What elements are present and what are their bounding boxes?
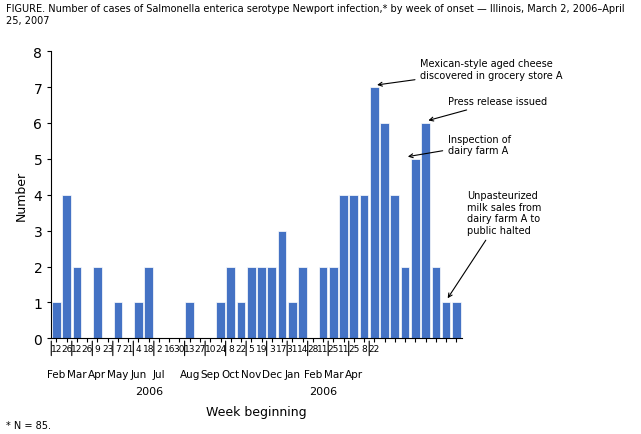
Text: FIGURE. Number of cases of Salmonella enterica serotype Newport infection,* by w: FIGURE. Number of cases of Salmonella en… (6, 4, 625, 26)
Text: Nov: Nov (241, 369, 262, 379)
Text: Feb: Feb (47, 369, 65, 379)
Bar (62, 195, 71, 339)
Bar (93, 267, 102, 339)
Bar (247, 267, 256, 339)
Text: Week beginning: Week beginning (206, 405, 306, 418)
Bar (113, 303, 122, 339)
Bar (237, 303, 246, 339)
Bar (349, 195, 358, 339)
Text: Mexican-style aged cheese
discovered in grocery store A: Mexican-style aged cheese discovered in … (378, 59, 563, 87)
Text: Jan: Jan (285, 369, 300, 379)
Text: Apr: Apr (345, 369, 363, 379)
Bar (288, 303, 297, 339)
Bar (390, 195, 399, 339)
Bar (339, 195, 348, 339)
Bar (52, 303, 61, 339)
Bar (411, 160, 420, 339)
Y-axis label: Number: Number (15, 170, 28, 220)
Text: Aug: Aug (179, 369, 200, 379)
Text: Unpasteurized
milk sales from
dairy farm A to
public halted: Unpasteurized milk sales from dairy farm… (448, 191, 541, 298)
Text: 2006: 2006 (309, 386, 337, 396)
Bar (380, 124, 389, 339)
Text: Inspection of
dairy farm A: Inspection of dairy farm A (409, 135, 511, 158)
Bar (298, 267, 307, 339)
Bar (442, 303, 451, 339)
Text: Sep: Sep (201, 369, 220, 379)
Text: 2006: 2006 (135, 386, 163, 396)
Text: Mar: Mar (324, 369, 343, 379)
Bar (185, 303, 194, 339)
Bar (319, 267, 328, 339)
Text: Jun: Jun (130, 369, 147, 379)
Bar (216, 303, 225, 339)
Bar (360, 195, 369, 339)
Bar (370, 88, 379, 339)
Text: May: May (107, 369, 129, 379)
Text: Dec: Dec (262, 369, 282, 379)
Bar (431, 267, 440, 339)
Bar (226, 267, 235, 339)
Text: Jul: Jul (153, 369, 165, 379)
Bar (278, 231, 287, 339)
Bar (144, 267, 153, 339)
Bar (257, 267, 266, 339)
Text: Feb: Feb (304, 369, 322, 379)
Text: Press release issued: Press release issued (429, 97, 547, 122)
Text: Oct: Oct (222, 369, 240, 379)
Bar (401, 267, 410, 339)
Bar (134, 303, 143, 339)
Bar (72, 267, 81, 339)
Text: Apr: Apr (88, 369, 106, 379)
Bar (329, 267, 338, 339)
Text: Mar: Mar (67, 369, 87, 379)
Text: * N = 85.: * N = 85. (6, 420, 51, 430)
Bar (267, 267, 276, 339)
Bar (421, 124, 430, 339)
Bar (452, 303, 461, 339)
